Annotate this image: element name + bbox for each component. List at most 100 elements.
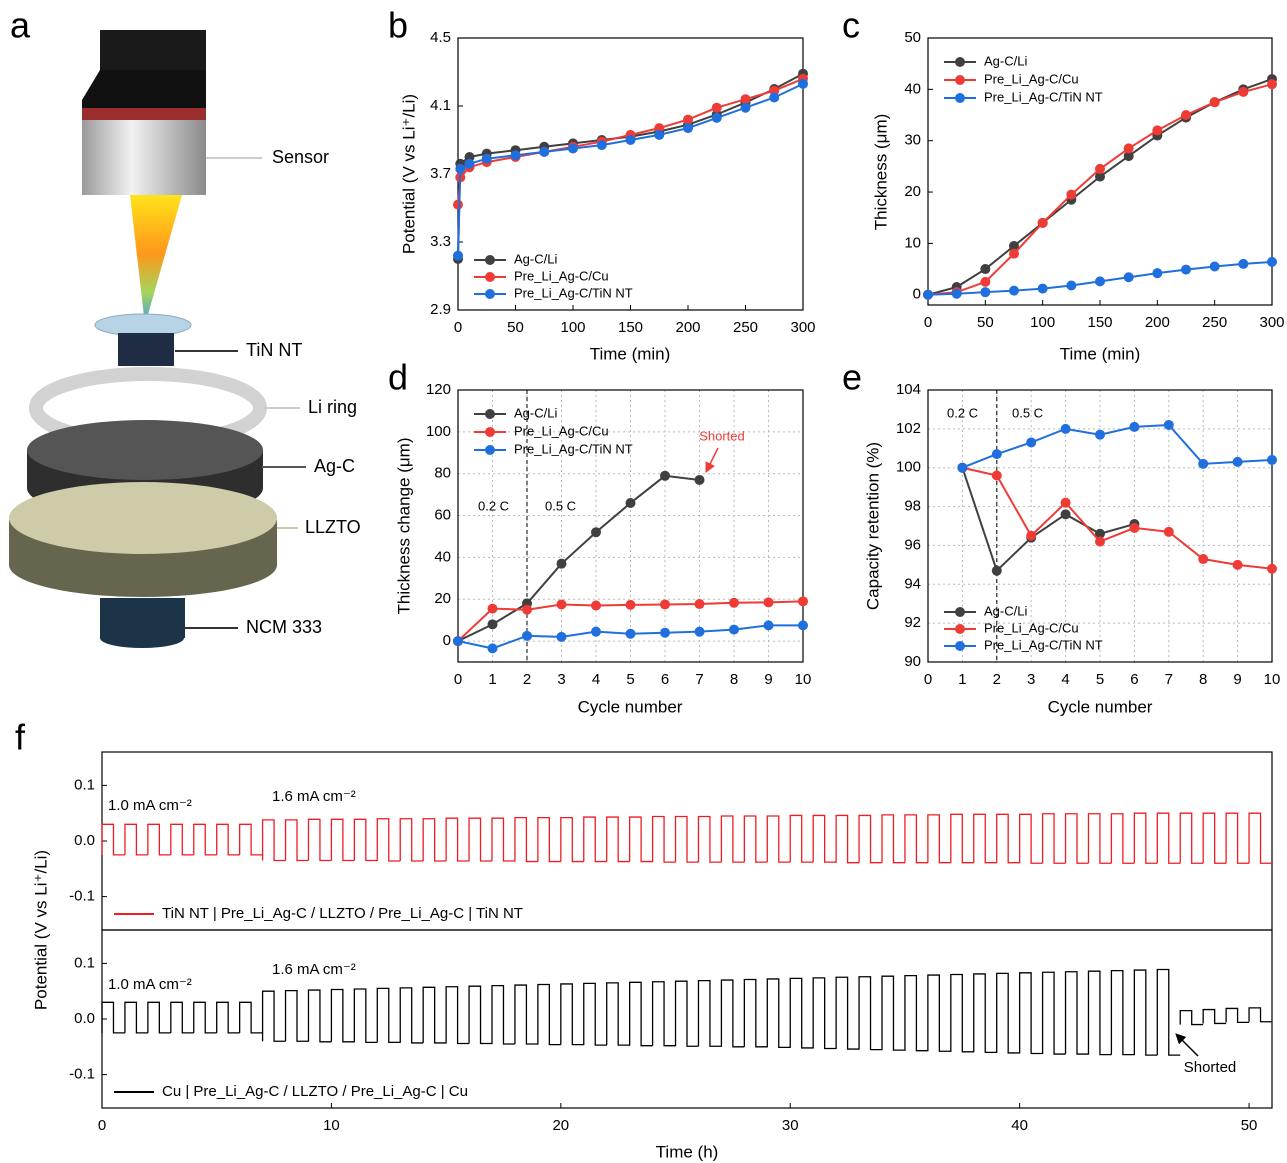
panel-letter: e	[842, 357, 862, 398]
waveform-cycle	[560, 983, 584, 1046]
x-tick-label: 9	[764, 671, 772, 688]
data-point	[539, 146, 550, 157]
data-point	[1152, 268, 1163, 279]
y-tick-label: 50	[904, 29, 921, 46]
x-tick-label: 0	[98, 1117, 106, 1134]
y-tick-label: 98	[904, 498, 921, 515]
data-point	[1060, 497, 1071, 508]
waveform-cycle	[697, 815, 722, 863]
data-point	[991, 449, 1002, 460]
y-tick-label: 4.1	[430, 97, 451, 114]
waveform-cycle	[628, 816, 653, 863]
waveform-cycle	[743, 978, 768, 1048]
data-point	[625, 135, 636, 145]
waveform-cycle	[1041, 971, 1066, 1055]
data-point	[1232, 456, 1243, 467]
data-point	[591, 600, 601, 611]
waveform-cycle	[1179, 812, 1204, 864]
legend-marker	[485, 409, 495, 419]
waveform-cycle	[399, 818, 424, 862]
y-tick-label: 0.0	[74, 1010, 95, 1027]
data-point	[1267, 256, 1277, 267]
x-tick-label: 50	[507, 319, 524, 336]
part-label: Sensor	[272, 147, 329, 167]
y-axis-label: Potential (V vs Li⁺/Li)	[399, 94, 418, 254]
y-tick-label: 92	[904, 614, 921, 631]
waveform-cycle	[1225, 1007, 1250, 1023]
legend-marker	[955, 641, 965, 651]
y-tick-label: 3.7	[430, 165, 451, 182]
x-tick-label: 4	[592, 671, 600, 688]
data-point	[591, 626, 601, 637]
data-point	[1181, 110, 1191, 121]
waveform-cycle	[491, 817, 515, 862]
legend-label: Pre_Li_Ag-C/Cu	[984, 71, 1079, 86]
data-point	[1066, 280, 1077, 291]
y-tick-label: 0.1	[74, 776, 95, 793]
plot-frame	[927, 389, 1273, 663]
legend-label: Pre_Li_Ag-C/Cu	[514, 423, 609, 438]
x-tick-label: 5	[1096, 671, 1104, 688]
panel-letter: c	[842, 5, 860, 46]
data-point	[1009, 240, 1019, 251]
plot-frame	[457, 37, 804, 311]
waveform-cycle	[835, 976, 860, 1050]
waveform-cycle	[422, 818, 447, 862]
data-point	[1163, 526, 1174, 537]
waveform-cycle	[560, 816, 584, 863]
x-tick-label: 8	[730, 671, 738, 688]
data-point	[729, 597, 739, 608]
part-label: NCM 333	[246, 617, 322, 637]
x-tick-label: 0	[924, 671, 932, 688]
series-line	[927, 83, 1273, 296]
y-tick-label: 80	[434, 465, 451, 482]
waveform-cycle	[812, 977, 837, 1050]
data-point	[694, 626, 705, 637]
data-point	[1037, 283, 1048, 294]
x-tick-label: 5	[626, 671, 634, 688]
waveform-cycle	[858, 976, 882, 1051]
data-point	[1095, 171, 1105, 182]
legend-marker	[955, 93, 965, 103]
panel-letter: f	[15, 717, 26, 758]
x-axis-label: Time (min)	[590, 344, 671, 363]
data-point	[683, 123, 693, 134]
data-point	[1095, 528, 1105, 539]
waveform-cycle	[973, 813, 997, 864]
waveform-cycle	[1064, 813, 1089, 864]
x-tick-label: 50	[977, 314, 994, 331]
annotation: 0.5 C	[545, 498, 576, 513]
waveform-cycle	[606, 982, 630, 1046]
waveform-cycle	[101, 823, 125, 856]
data-point	[1238, 86, 1249, 97]
waveform-cycle	[1064, 971, 1089, 1055]
waveform-cycle	[238, 823, 263, 856]
waveform-cycle	[606, 816, 630, 863]
waveform-cycle	[996, 813, 1020, 864]
legend-label: Pre_Li_Ag-C/TiN NT	[984, 637, 1103, 652]
light-cone	[130, 195, 182, 325]
data-point	[1123, 272, 1134, 283]
data-point	[1152, 125, 1163, 136]
y-tick-label: 40	[904, 80, 921, 97]
annotation-arrow	[705, 447, 719, 473]
waveform-cycle	[193, 1001, 217, 1034]
x-tick-label: 2	[523, 671, 531, 688]
waveform-cycle	[789, 977, 814, 1049]
tin-nt	[118, 333, 174, 366]
legend-label: Ag-C/Li	[514, 405, 557, 420]
data-point	[694, 474, 705, 485]
legend-marker	[485, 289, 495, 299]
data-point	[798, 596, 808, 607]
series-line	[962, 466, 1273, 570]
ag-c-top	[27, 420, 263, 480]
waveform-cycle	[238, 1001, 263, 1034]
x-tick-label: 250	[1202, 314, 1227, 331]
data-point	[740, 102, 751, 113]
waveform-cycle	[422, 986, 447, 1044]
waveform-cycle	[101, 1001, 125, 1034]
x-tick-label: 7	[1165, 671, 1173, 688]
x-tick-label: 10	[1264, 671, 1281, 688]
waveform-cycle	[628, 981, 653, 1047]
data-point	[1060, 509, 1071, 520]
